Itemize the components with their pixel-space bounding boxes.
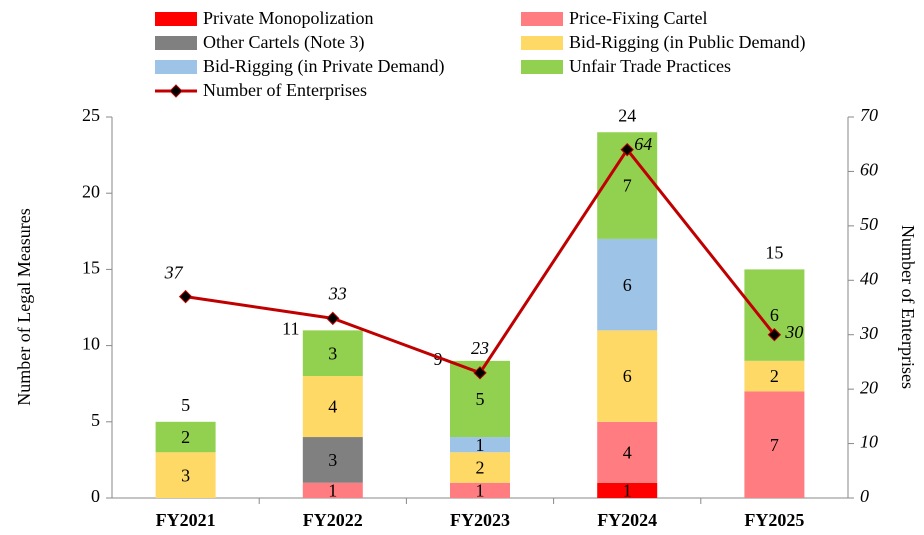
bar-segment: [302, 376, 363, 438]
bar-segment: [302, 482, 363, 498]
total-label: 11: [282, 318, 299, 338]
y-tick-label: 20: [82, 181, 100, 201]
y2-tick-label: 30: [859, 323, 878, 343]
bar-value-label: 2: [770, 366, 779, 386]
bar-value-label: 3: [328, 450, 337, 470]
bar-segment: [302, 437, 363, 483]
x-tick-label: FY2023: [450, 510, 510, 530]
bar-value-label: 1: [476, 435, 485, 455]
bar-value-label: 5: [476, 389, 485, 409]
y2-tick-label: 10: [860, 432, 878, 452]
legend-label: Bid-Rigging (in Private Demand): [203, 56, 444, 77]
bar-segment: [597, 482, 658, 498]
y-tick-label: 25: [82, 105, 100, 125]
legend-swatch: [155, 36, 197, 50]
legend-label: Price-Fixing Cartel: [569, 8, 707, 28]
legend-label: Other Cartels (Note 3): [203, 32, 364, 53]
bar-value-label: 3: [328, 343, 337, 363]
bar-segment: [744, 360, 805, 392]
line-marker: [620, 142, 634, 157]
bar-value-label: 1: [476, 481, 485, 501]
total-label: 9: [434, 349, 443, 369]
bar-segment: [302, 330, 363, 377]
total-label: 24: [618, 105, 636, 125]
legend-label: Private Monopolization: [203, 8, 373, 28]
bar-value-label: 4: [623, 442, 632, 462]
legend-swatch: [521, 36, 563, 50]
y2-tick-label: 50: [860, 214, 878, 234]
legend-marker: [169, 84, 183, 98]
line-value-label: 33: [328, 284, 347, 304]
line-value-label: 64: [634, 134, 652, 154]
bar-value-label: 1: [328, 481, 337, 501]
total-label: 15: [765, 243, 783, 263]
bar-segment: [450, 452, 510, 483]
y-tick-label: 15: [82, 258, 100, 278]
legend-label: Number of Enterprises: [203, 80, 367, 100]
bar-segment: [450, 482, 510, 498]
y2-tick-label: 0: [860, 486, 869, 506]
bar-segment: [450, 437, 510, 453]
bar-segment: [597, 330, 658, 422]
legend-swatch: [521, 12, 563, 26]
bar-value-label: 2: [181, 427, 190, 447]
y2-tick-label: 20: [860, 377, 878, 397]
bar-segment: [597, 238, 658, 331]
bar-value-label: 1: [623, 481, 632, 501]
legend-swatch: [155, 12, 197, 26]
x-tick-label: FY2025: [744, 510, 804, 530]
bar-value-label: 3: [181, 465, 190, 485]
x-tick-label: FY2022: [303, 510, 363, 530]
y-tick-label: 5: [91, 410, 100, 430]
line-marker: [767, 328, 782, 342]
bar-value-label: 6: [623, 275, 632, 295]
bar-value-label: 2: [476, 458, 485, 478]
x-tick-label: FY2021: [156, 510, 216, 530]
bar-segment: [744, 269, 805, 361]
legend-label: Unfair Trade Practices: [569, 56, 731, 76]
line-value-label: 23: [471, 338, 489, 358]
bar-segment: [155, 452, 216, 498]
bar-segment: [155, 421, 216, 453]
line-marker: [178, 289, 193, 304]
legend-swatch: [521, 60, 563, 74]
line-value-label: 37: [164, 263, 184, 283]
bar-segment: [597, 421, 658, 483]
line-marker: [326, 311, 340, 326]
y2-tick-label: 60: [860, 160, 878, 180]
bar-value-label: 6: [770, 305, 779, 325]
y-tick-label: 0: [91, 486, 100, 506]
bar-value-label: 7: [623, 176, 632, 196]
y2-tick-label: 70: [860, 105, 878, 125]
bar-segment: [744, 391, 805, 498]
bar-value-label: 7: [770, 435, 779, 455]
y-axis-title: Number of Legal Measures: [14, 208, 34, 405]
y2-tick-label: 40: [860, 268, 878, 288]
bar-value-label: 4: [328, 397, 337, 417]
y2-axis-title: Number of Enterprises: [898, 225, 918, 389]
legend-swatch: [155, 60, 197, 74]
total-label: 5: [181, 395, 190, 415]
x-tick-label: FY2024: [597, 510, 657, 530]
y-tick-label: 10: [82, 334, 100, 354]
line-marker: [473, 366, 487, 380]
legend-label: Bid-Rigging (in Public Demand): [569, 32, 805, 53]
bar-value-label: 6: [623, 366, 632, 386]
line-value-label: 30: [784, 322, 803, 342]
